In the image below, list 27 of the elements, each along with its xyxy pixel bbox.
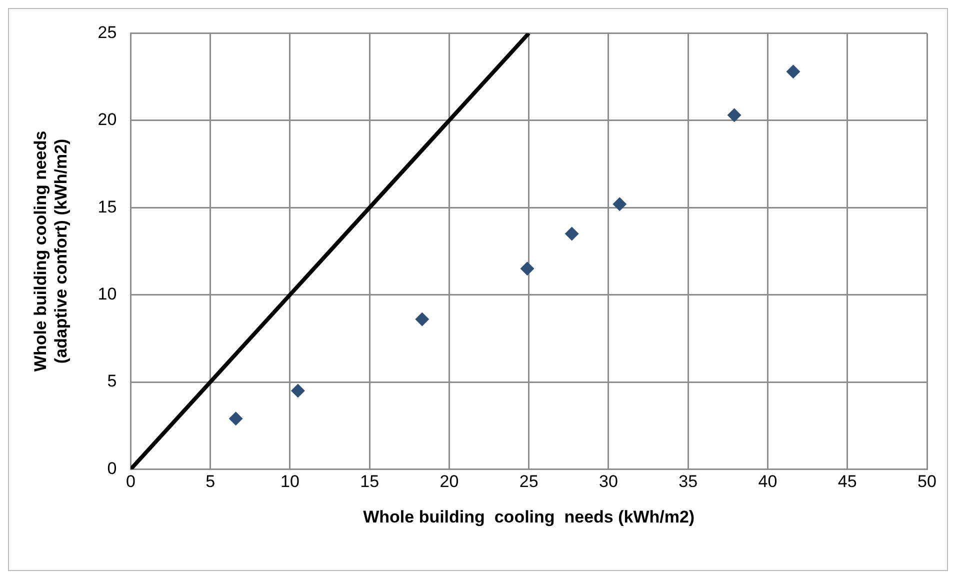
point bbox=[786, 64, 800, 79]
point bbox=[228, 412, 243, 426]
x-tick-label: 5 bbox=[206, 472, 216, 492]
y-tick-label: 20 bbox=[98, 110, 117, 130]
x-tick-label: 25 bbox=[519, 472, 538, 492]
point bbox=[520, 262, 534, 276]
point bbox=[290, 384, 305, 398]
x-tick-label: 35 bbox=[678, 472, 698, 492]
y-axis-title: Whole building cooling needs (adaptive confort) (kWh/m2) bbox=[30, 130, 70, 372]
point bbox=[612, 197, 627, 212]
point bbox=[564, 226, 579, 241]
x-tick-label: 45 bbox=[838, 472, 857, 492]
x-tick-label: 15 bbox=[360, 472, 380, 492]
y-tick-label: 10 bbox=[98, 284, 117, 304]
x-tick-label: 30 bbox=[599, 472, 618, 492]
y-tick-label: 25 bbox=[98, 22, 117, 42]
x-axis-title: Whole building cooling needs (kWh/m2) bbox=[363, 507, 695, 526]
x-tick-label: 10 bbox=[280, 472, 300, 492]
x-tick-label: 40 bbox=[758, 472, 778, 492]
point bbox=[727, 108, 742, 122]
y-tick-label: 15 bbox=[98, 197, 117, 216]
x-tick-label: 0 bbox=[126, 472, 136, 492]
point bbox=[415, 312, 430, 326]
x-tick-label: 50 bbox=[918, 472, 936, 492]
x-tick-label: 20 bbox=[440, 472, 459, 492]
y-tick-label: 5 bbox=[107, 372, 117, 391]
y-tick-label: 0 bbox=[107, 458, 117, 478]
